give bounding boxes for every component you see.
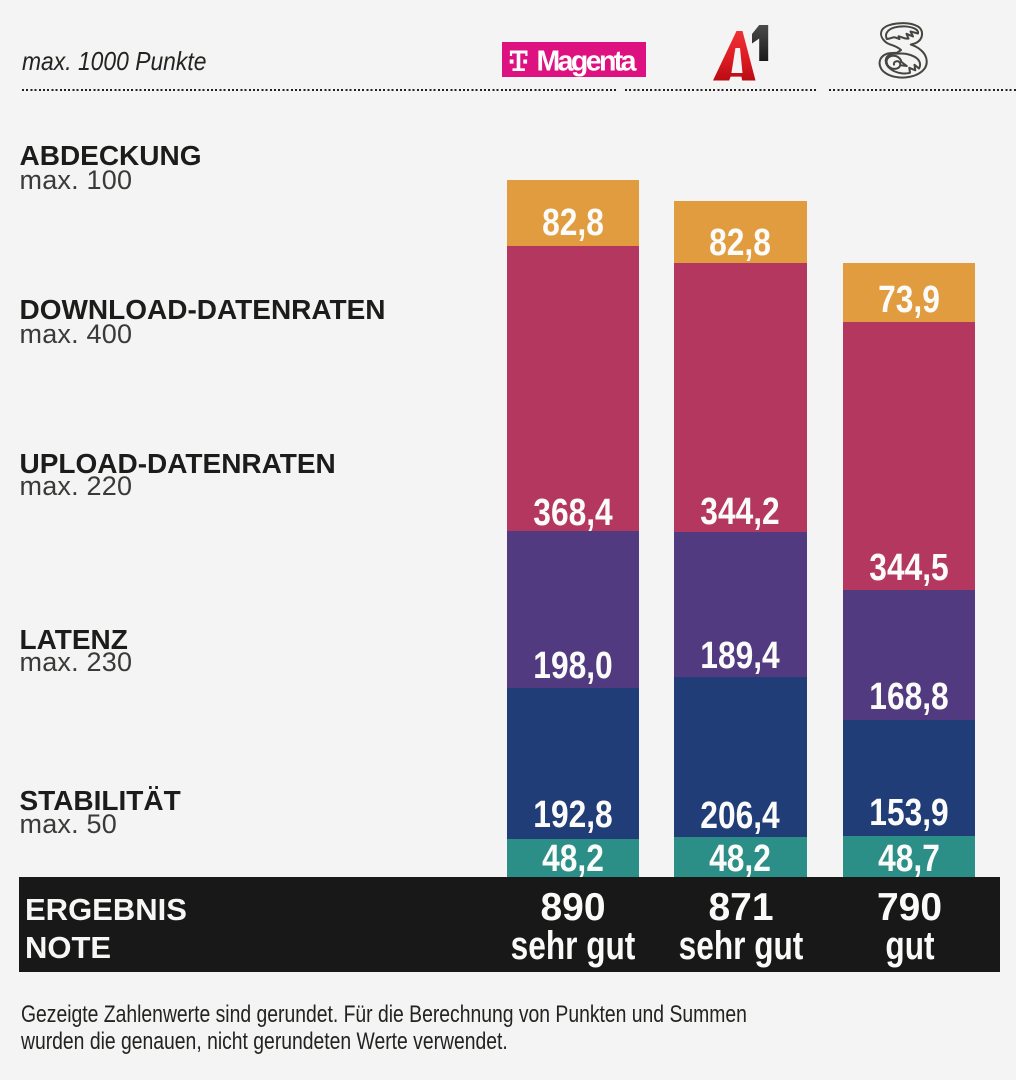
- svg-text:Magenta: Magenta: [536, 45, 637, 77]
